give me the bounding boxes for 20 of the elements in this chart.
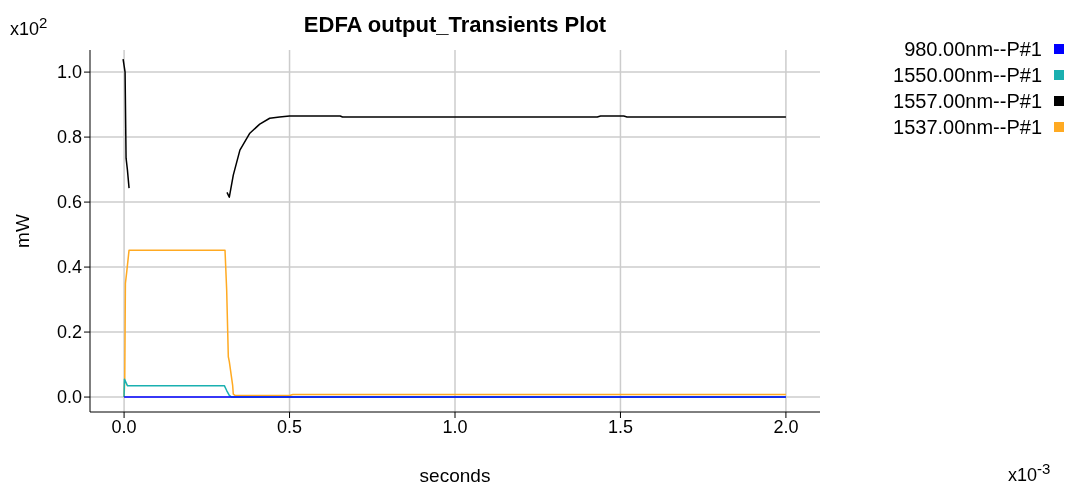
chart-title: EDFA output_Transients Plot xyxy=(302,12,608,38)
x-axis-title: seconds xyxy=(419,465,491,486)
x-tick-label: 2.0 xyxy=(773,416,799,437)
y-tick-label: 1.0 xyxy=(56,62,82,83)
y-axis-title: mW xyxy=(11,214,33,248)
y-tick-label: 0.6 xyxy=(56,192,82,213)
legend-label: 1557.00nm--P#1 xyxy=(893,89,1042,113)
x-tick-label: 0.0 xyxy=(111,416,137,437)
text: x10$^{-3}$ xyxy=(1008,460,1051,486)
text: x10$^{2}$ xyxy=(10,14,48,40)
legend-label: 1537.00nm--P#1 xyxy=(893,115,1042,139)
y-tick-label: 0.2 xyxy=(56,322,82,343)
y-tick-label: 0.4 xyxy=(56,257,82,278)
y-tick-label: 0.0 xyxy=(56,387,82,408)
x-tick-label: 0.5 xyxy=(277,416,303,437)
x-tick-label: 1.0 xyxy=(442,416,468,437)
legend-label: 1550.00nm--P#1 xyxy=(893,63,1042,87)
x-tick-label: 1.5 xyxy=(607,416,633,437)
legend-label: 980.00nm--P#1 xyxy=(904,37,1042,61)
y-tick-label: 0.8 xyxy=(56,127,82,148)
